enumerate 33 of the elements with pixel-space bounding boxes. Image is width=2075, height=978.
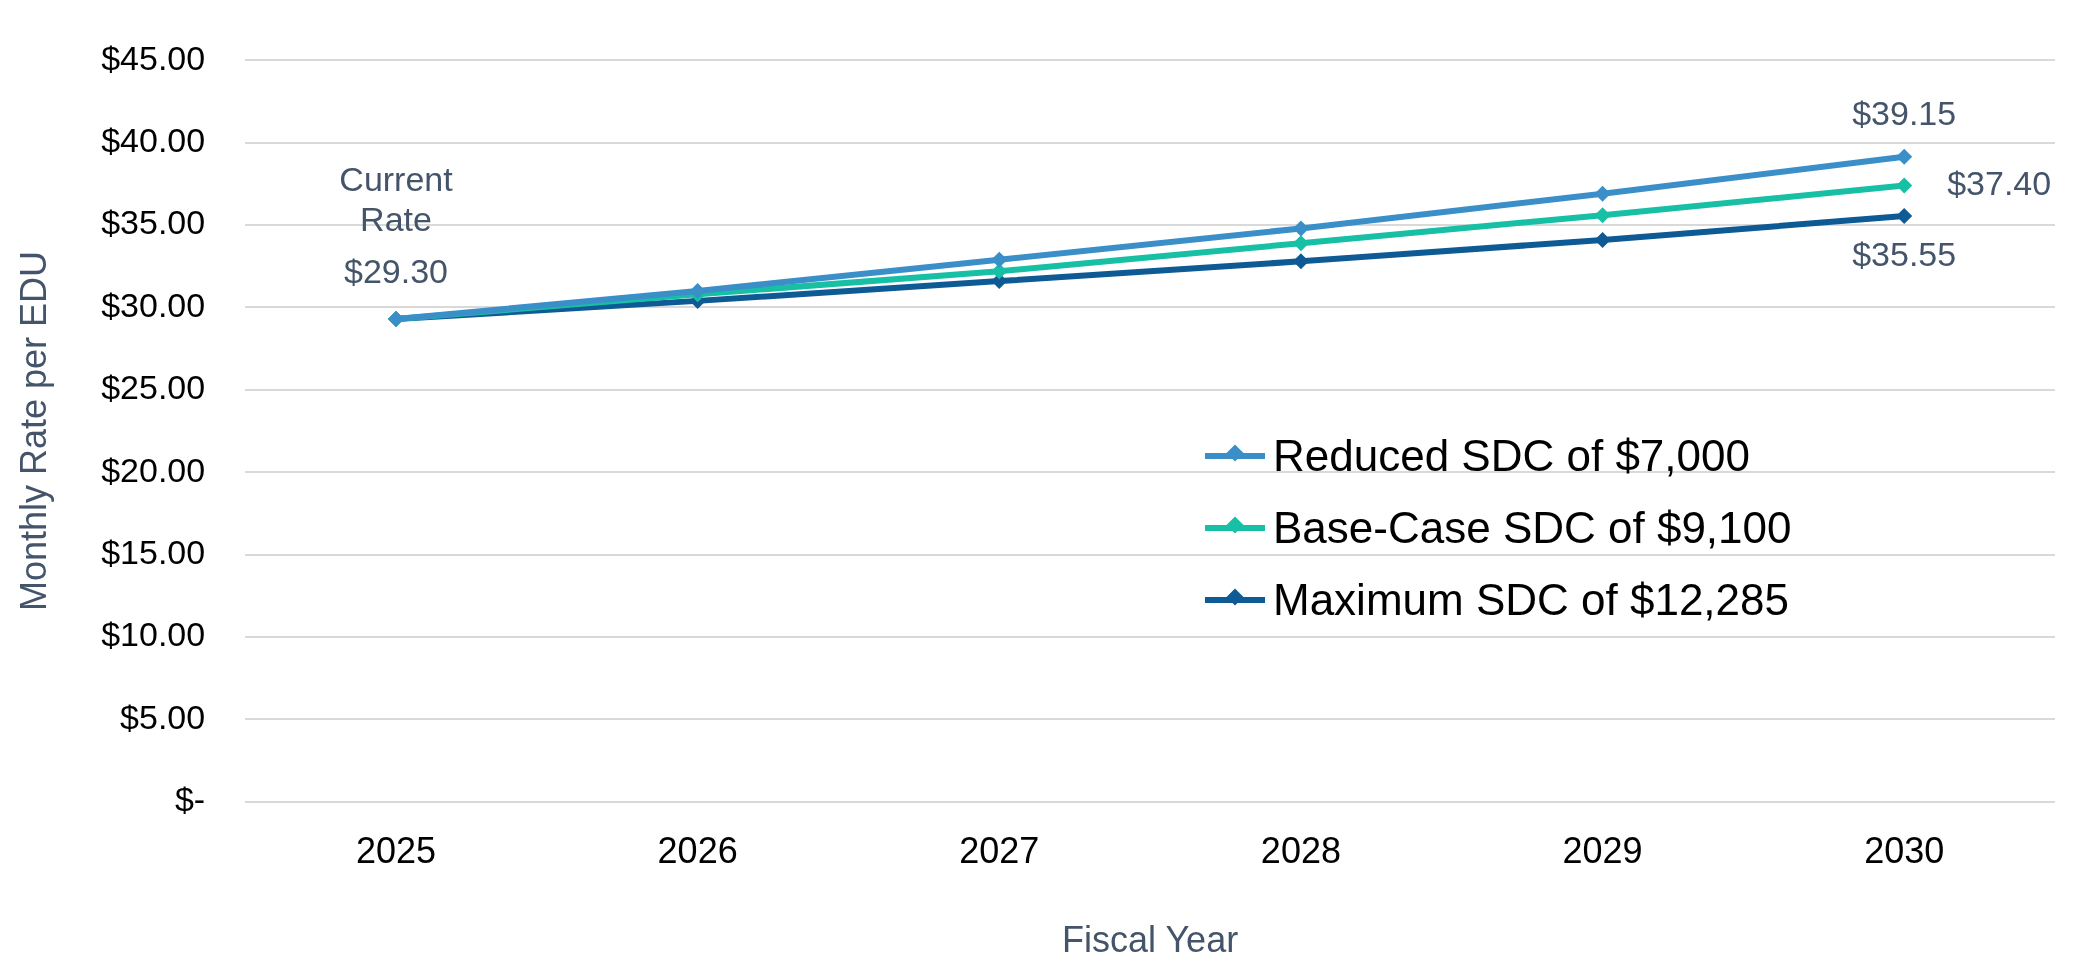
- y-tick-label: $35.00: [101, 203, 206, 242]
- point: [1594, 185, 1611, 202]
- point: [1896, 208, 1913, 225]
- y-tick-label: $25.00: [101, 368, 206, 407]
- point: [689, 283, 706, 299]
- y-tick-label: $15.00: [101, 532, 206, 571]
- y-tick-label: $-: [174, 779, 206, 818]
- y-axis-title: Monthly Rate per EDU: [12, 250, 54, 612]
- y-tick-label: $40.00: [101, 121, 206, 160]
- legend-label: Maximum SDC of $12,285: [1273, 575, 1789, 625]
- x-tick-label: 2029: [1562, 830, 1643, 872]
- y-tick-label: $30.00: [101, 285, 206, 324]
- x-tick-label: 2027: [959, 830, 1040, 872]
- y-tick-label: $5.00: [120, 697, 206, 736]
- point: [1896, 177, 1913, 194]
- x-tick-label: 2025: [355, 830, 437, 872]
- point: [1594, 231, 1611, 248]
- x-tick-label: 2026: [657, 830, 738, 872]
- x-tick-label: 2028: [1260, 830, 1341, 872]
- data-label: $37.40: [1947, 163, 2052, 202]
- point: [1896, 148, 1913, 165]
- legend-label: Base-Case SDC of $9,100: [1273, 503, 1792, 553]
- x-tick-label: 2030: [1864, 830, 1945, 872]
- annotation: Current Rate: [339, 160, 454, 239]
- legend-label: Reduced SDC of $7,000: [1273, 431, 1750, 481]
- x-axis-title: Fiscal Year: [1062, 919, 1239, 961]
- data-label: $35.55: [1852, 235, 1957, 274]
- data-label: $29.30: [344, 252, 449, 291]
- y-tick-label: $20.00: [101, 450, 206, 489]
- point: [991, 263, 1008, 280]
- data-label: $39.15: [1852, 94, 1957, 133]
- y-tick-label: $10.00: [101, 615, 206, 654]
- y-tick-label: $45.00: [101, 38, 206, 77]
